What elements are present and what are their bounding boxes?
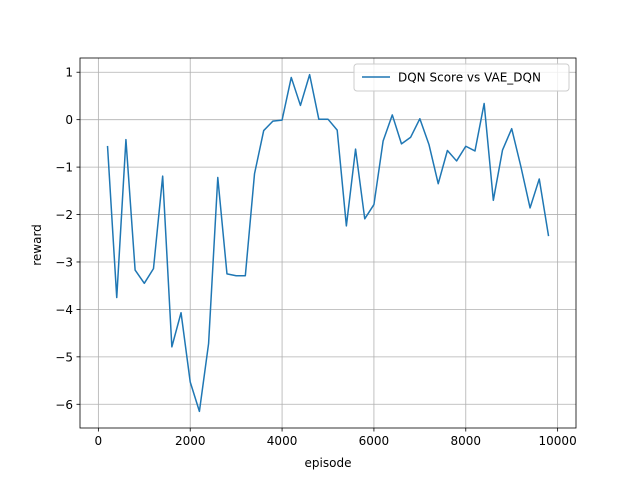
y-axis-label: reward — [30, 224, 44, 266]
x-tick-label: 6000 — [359, 434, 390, 448]
legend-entry-label: DQN Score vs VAE_DQN — [398, 71, 541, 85]
y-tick-label: −1 — [55, 161, 73, 175]
y-tick-label: 0 — [65, 113, 73, 127]
series-line-0 — [106, 73, 550, 413]
x-tick-label: 2000 — [175, 434, 206, 448]
y-tick-label: −4 — [55, 303, 73, 317]
y-tick-label: −6 — [55, 398, 73, 412]
y-tick-label: −5 — [55, 350, 73, 364]
x-tick-label: 4000 — [267, 434, 298, 448]
x-tick-label: 8000 — [451, 434, 482, 448]
y-tick-label: −3 — [55, 255, 73, 269]
x-axis-ticks: 0 2000 4000 6000 8000 10000 — [95, 428, 577, 448]
series-layer — [106, 73, 550, 413]
x-axis-label: episode — [305, 456, 352, 470]
axes-frame — [79, 57, 577, 429]
legend: DQN Score vs VAE_DQN — [353, 63, 570, 92]
y-tick-label: −2 — [55, 208, 73, 222]
x-tick-label: 0 — [95, 434, 103, 448]
y-axis-ticks: −6 −5 −4 −3 −2 −1 0 1 — [55, 66, 80, 412]
y-tick-label: 1 — [65, 66, 73, 80]
legend-box — [353, 63, 570, 92]
x-tick-label: 10000 — [539, 434, 577, 448]
